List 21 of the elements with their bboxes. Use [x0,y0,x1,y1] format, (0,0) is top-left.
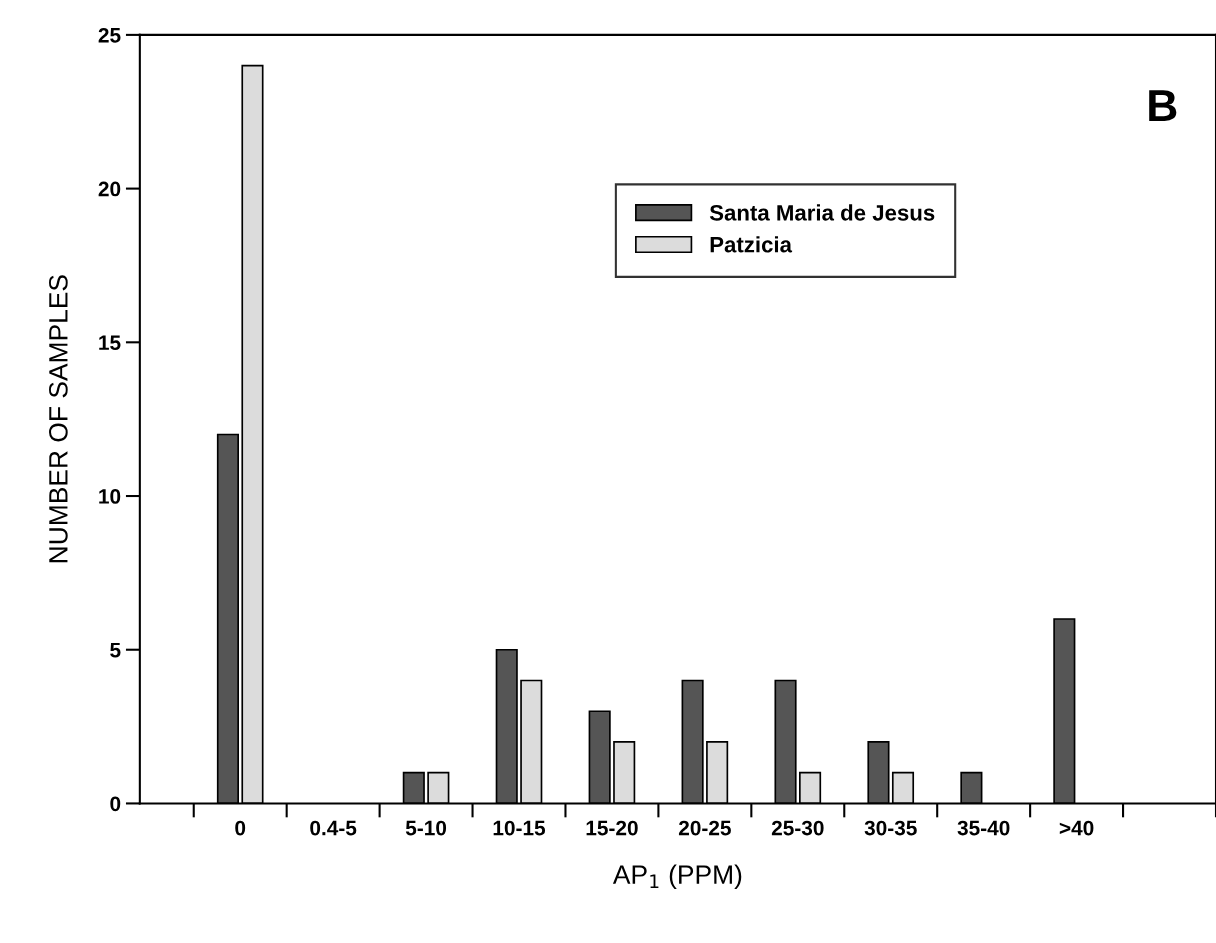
x-tick-label: 5-10 [405,820,447,836]
y-tick-label: 10 [99,489,121,504]
x-tick-label: 0 [235,820,246,836]
x-tick-label: >40 [1059,820,1094,836]
x-axis-title: AP$_{1}$ (PPM) [612,864,742,890]
x-tick-label: 0.4-5 [310,820,357,836]
x-tick-label: 30-35 [864,820,917,836]
legend-label: Patzicia [710,236,793,253]
x-tick-label: 25-30 [771,820,824,836]
y-tick-label: 0 [110,796,121,812]
x-tick-label: 15-20 [586,820,638,836]
y-tick-label: 15 [99,335,121,351]
y-tick-label: 20 [98,181,121,197]
x-tick-label: 20-25 [678,820,731,836]
y-axis-title: NUMBER OF SAMPLES [49,275,68,563]
y-tick-label: 5 [110,642,121,658]
y-tick-label: 25 [98,27,121,43]
x-tick-label: 10-15 [493,820,546,836]
legend-label: Santa Maria de Jesus [709,204,935,221]
x-tick-label: 35-40 [957,820,1010,836]
text: B [1149,90,1177,121]
